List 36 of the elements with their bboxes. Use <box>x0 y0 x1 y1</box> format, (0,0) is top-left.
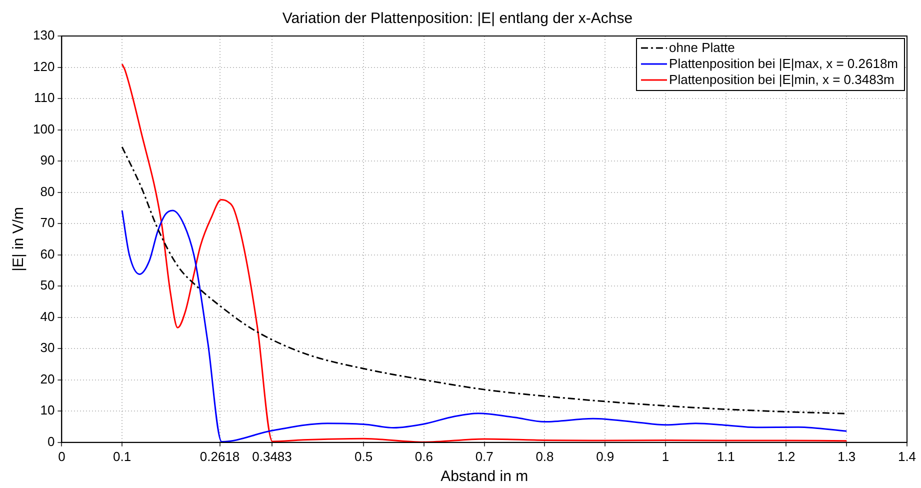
y-tick-label: 100 <box>32 121 55 136</box>
legend-label: Plattenposition bei |E|min, x = 0.3483m <box>669 72 894 88</box>
y-tick-label: 20 <box>40 371 55 386</box>
x-tick-label: 1.1 <box>716 448 735 464</box>
legend-label: Plattenposition bei |E|max, x = 0.2618m <box>669 56 898 72</box>
y-tick-label: 0 <box>47 434 55 449</box>
y-tick-label: 50 <box>40 278 55 293</box>
x-tick-label: 0.1 <box>113 448 132 464</box>
x-tick-label: 1.2 <box>777 448 796 464</box>
x-tick-label: 0 <box>58 448 66 464</box>
x-tick-label: 0.5 <box>354 448 373 464</box>
x-tick-label: 0.6 <box>414 448 434 464</box>
y-tick-label: 130 <box>32 28 55 43</box>
y-tick-label: 40 <box>40 308 55 324</box>
x-tick-label: 0.9 <box>596 448 614 464</box>
x-tick-label: 1.4 <box>898 448 916 464</box>
y-tick-label: 80 <box>40 184 55 199</box>
chart-title: Variation der Plattenposition: |E| entlang der x-Achse <box>282 10 633 28</box>
y-tick-label: 90 <box>40 152 55 168</box>
y-axis-title: |E| in V/m <box>10 206 28 272</box>
y-tick-label: 10 <box>40 402 55 418</box>
line-series <box>121 210 848 442</box>
y-tick-label: 110 <box>34 90 55 106</box>
x-tick-label: 0.8 <box>536 448 554 464</box>
y-tick-label: 70 <box>40 215 55 230</box>
x-tick-label: 0.2618 <box>200 448 240 464</box>
x-tick-label: 0.3483 <box>252 448 292 464</box>
x-axis-title: Abstand in m <box>440 468 528 486</box>
y-tick-label: 30 <box>40 340 55 356</box>
line-series <box>121 146 848 414</box>
x-tick-label: 0.7 <box>475 448 494 464</box>
y-tick-label: 60 <box>40 246 55 262</box>
legend-label: ohne Platte <box>669 40 735 56</box>
x-tick-label: 1.3 <box>838 448 856 464</box>
y-tick-label: 120 <box>32 58 55 74</box>
x-tick-label: 1 <box>662 448 670 464</box>
